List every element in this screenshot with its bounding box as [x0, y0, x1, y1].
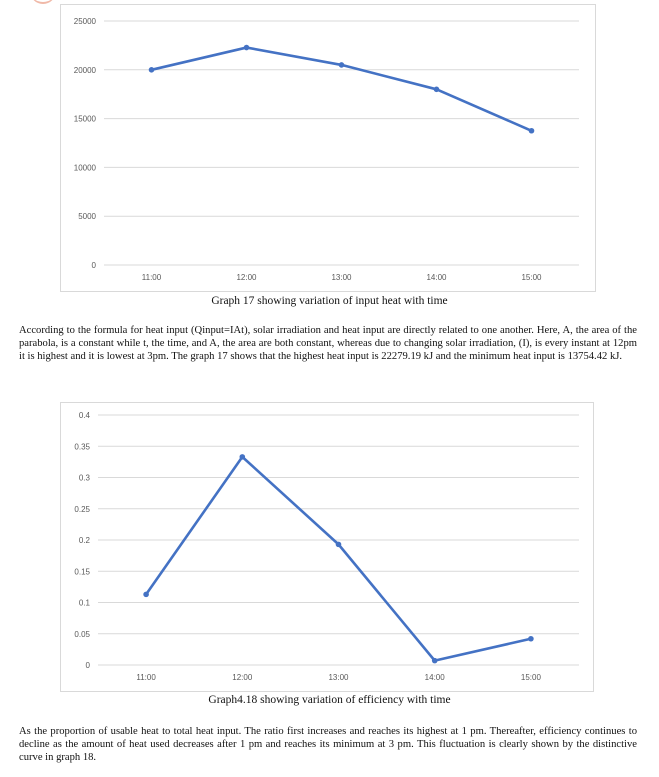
y-tick-label: 0.25 — [74, 505, 90, 514]
data-point — [338, 62, 345, 68]
data-point — [143, 591, 149, 598]
y-tick-label: 0.2 — [79, 536, 91, 545]
y-tick-label: 15000 — [74, 115, 97, 124]
data-point — [433, 86, 440, 93]
y-tick-label: 5000 — [78, 212, 96, 221]
y-tick-label: 20000 — [74, 66, 97, 75]
x-tick-label: 11:00 — [142, 273, 162, 282]
y-tick-label: 10000 — [74, 163, 97, 172]
x-tick-label: 11:00 — [136, 673, 156, 682]
data-point — [528, 127, 535, 134]
heat-input-chart: 25000 20000 15000 10000 5000 0 11:00 12:00 13:00… — [60, 4, 596, 292]
x-tick-label: 15:00 — [521, 673, 542, 682]
data-point — [243, 44, 250, 51]
paragraph-heat-input: According to the formula for heat input … — [19, 325, 637, 363]
data-point — [335, 541, 342, 548]
series-line — [144, 455, 533, 662]
x-tick-label: 12:00 — [236, 273, 257, 282]
efficiency-chart-svg: 0.4 0.35 0.3 0.25 0.2 0.15 0.1 0.05 0 11:00 12:00 1… — [74, 411, 579, 682]
paragraph-efficiency: As the proportion of usable heat to tota… — [19, 726, 637, 764]
data-point — [148, 67, 155, 73]
efficiency-chart: 0.4 0.35 0.3 0.25 0.2 0.15 0.1 0.05 0 11:00 12:00 1… — [60, 402, 594, 692]
heat-input-chart-svg: 25000 20000 15000 10000 5000 0 11:00 12:00 13:00… — [74, 17, 579, 282]
y-tick-label: 0 — [92, 261, 97, 270]
data-point — [239, 454, 246, 460]
y-tick-label: 0.3 — [79, 474, 91, 483]
figure2-caption: Graph4.18 showing variation of efficienc… — [208, 694, 451, 706]
x-tick-label: 14:00 — [426, 273, 447, 282]
y-tick-label: 25000 — [74, 17, 97, 26]
y-tick-label: 0.1 — [79, 599, 91, 608]
y-tick-label: 0.05 — [74, 630, 90, 639]
y-tick-label: 0.35 — [74, 442, 90, 451]
data-point — [431, 657, 438, 664]
figure1-caption: Graph 17 showing variation of input heat… — [211, 295, 448, 307]
x-tick-label: 12:00 — [232, 673, 253, 682]
y-tick-label: 0.4 — [79, 411, 91, 420]
x-tick-label: 13:00 — [328, 673, 349, 682]
decorative-arc — [30, 0, 56, 4]
x-tick-label: 13:00 — [331, 273, 352, 282]
x-tick-label: 14:00 — [425, 673, 446, 682]
x-tick-label: 15:00 — [521, 273, 542, 282]
y-tick-label: 0.15 — [74, 567, 90, 576]
y-tick-label: 0 — [86, 661, 91, 670]
data-point — [528, 635, 534, 642]
